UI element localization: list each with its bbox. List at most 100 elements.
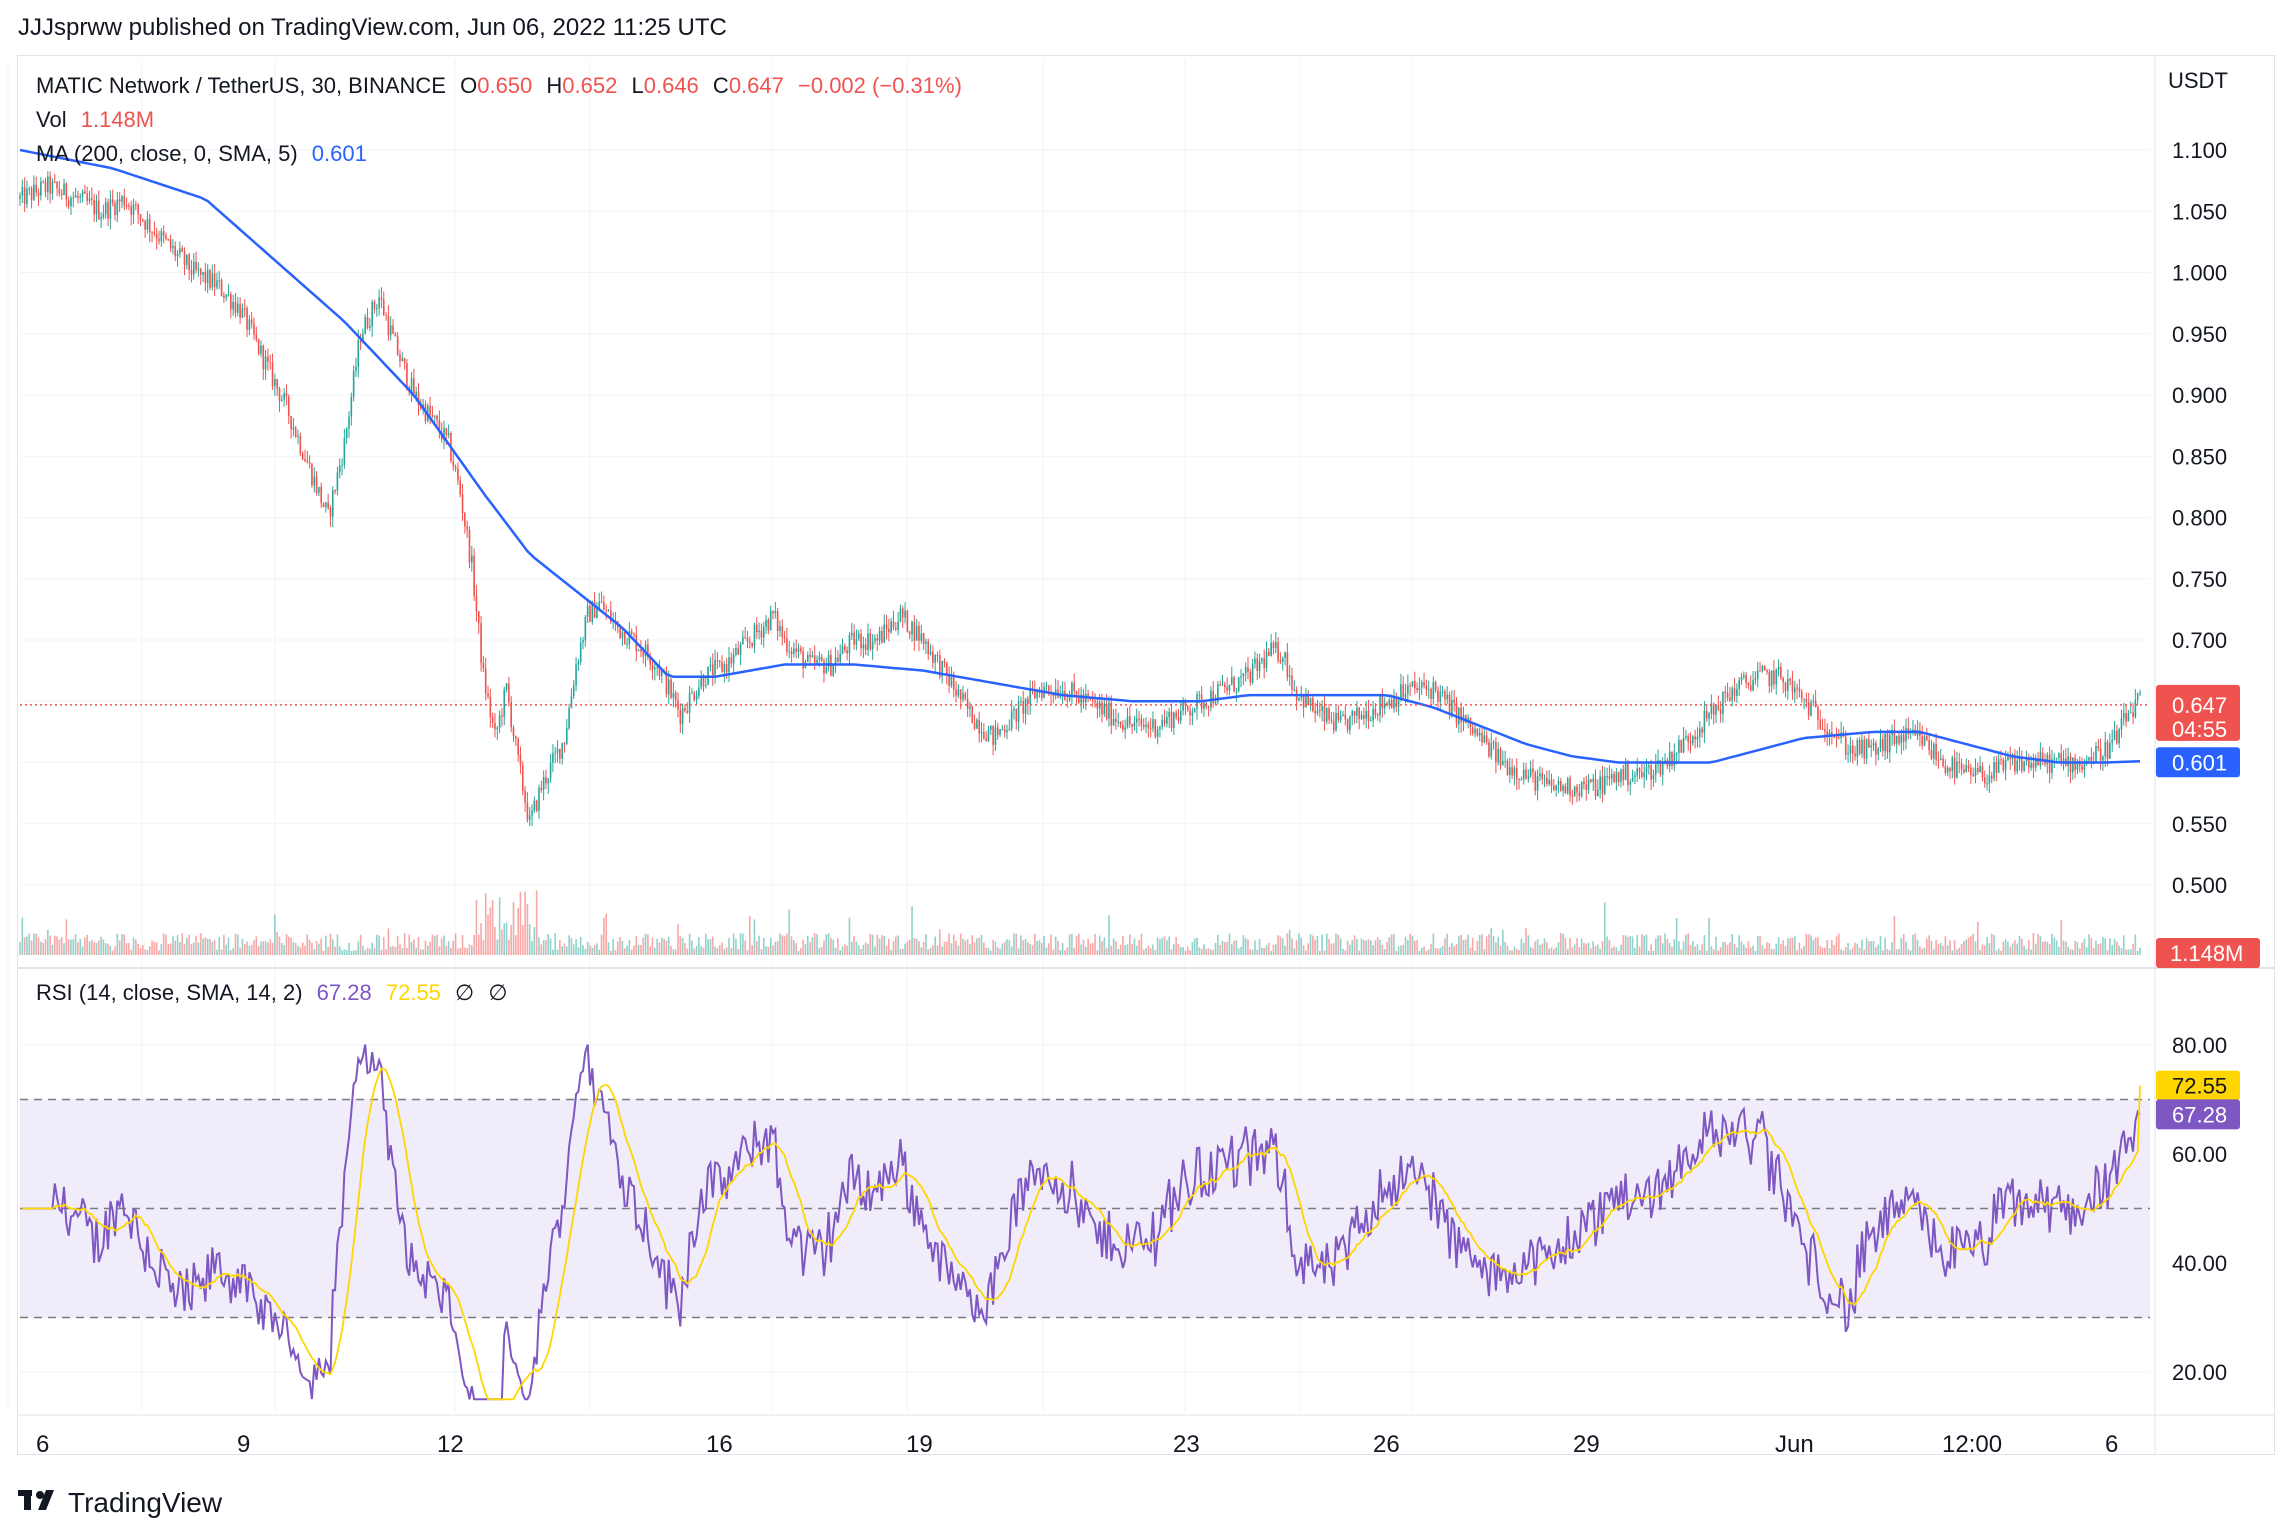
volume-bar: [1909, 950, 1912, 955]
rsi-label[interactable]: RSI (14, close, SMA, 14, 2): [36, 980, 303, 1005]
volume-bar: [667, 936, 670, 955]
volume-bar: [623, 948, 626, 955]
volume-bar: [1858, 947, 1861, 955]
volume-bar: [1052, 949, 1055, 955]
volume-bar: [250, 944, 253, 955]
volume-bar: [589, 944, 591, 955]
volume-bar: [144, 949, 146, 955]
candle-body: [570, 696, 573, 709]
volume-bar: [2053, 937, 2056, 955]
volume-bar: [612, 938, 614, 955]
candle-body: [97, 200, 100, 220]
candle-body: [1073, 682, 1076, 691]
volume-bar: [774, 941, 777, 955]
candle-body: [952, 677, 955, 690]
volume-bar: [1495, 942, 1497, 955]
volume-bar: [1942, 945, 1944, 955]
candle-body: [2062, 758, 2065, 763]
volume-bar: [1434, 947, 1437, 955]
candle-body: [2099, 748, 2102, 761]
candle-body: [1812, 700, 1815, 703]
candle-body: [40, 181, 42, 196]
volume-bar: [1170, 949, 1173, 955]
volume-bar: [1068, 934, 1071, 955]
volume-bar: [1803, 946, 1805, 955]
ma200-line[interactable]: [19, 148, 2141, 764]
candle-body: [1198, 694, 1201, 696]
volume-bar: [496, 939, 499, 955]
candle-body: [1849, 745, 1852, 754]
candle-body: [213, 273, 216, 288]
volume-bar: [1031, 945, 1034, 955]
candle-body: [1147, 724, 1150, 728]
footer-brand[interactable]: TradingView: [18, 1487, 222, 1519]
candle-body: [95, 200, 98, 215]
candle-body: [1404, 694, 1407, 698]
volume-bar: [1770, 948, 1773, 955]
volume-label[interactable]: Vol: [36, 107, 67, 132]
volume-bar: [213, 939, 216, 955]
symbol-name[interactable]: MATIC Network / TetherUS, 30, BINANCE: [36, 73, 446, 98]
volume-bar: [2111, 945, 2114, 955]
volume-bar: [1458, 936, 1460, 955]
candle-body: [1135, 718, 1138, 723]
candle-body: [28, 188, 31, 190]
candle-body: [864, 644, 867, 650]
candle-body: [1692, 736, 1694, 744]
candle-body: [1142, 724, 1145, 727]
candle-body: [723, 664, 726, 672]
candle-body: [1793, 687, 1796, 693]
candle-body: [959, 689, 962, 700]
candle-body: [626, 643, 628, 645]
candle-body: [299, 435, 302, 454]
candle-body: [232, 301, 234, 310]
candle-body: [325, 502, 327, 507]
candle-body: [1837, 737, 1840, 739]
volume-bar: [1182, 947, 1184, 955]
price-axis-tick: 0.800: [2172, 506, 2227, 531]
candle-body: [533, 800, 536, 811]
rsi-sma-line[interactable]: [22, 1067, 2141, 1401]
candle-body: [125, 205, 128, 207]
volume-bar: [306, 934, 309, 955]
candle-body: [1346, 719, 1349, 730]
candle-body: [74, 195, 77, 198]
candle-body: [607, 610, 610, 612]
volume-bar: [999, 948, 1001, 955]
volume-bar: [2092, 948, 2095, 955]
volume-bar: [841, 946, 844, 955]
rsi-empty-1: ∅: [455, 980, 475, 1005]
candle-body: [906, 610, 909, 632]
volume-bar: [811, 937, 814, 955]
candle-body: [1235, 690, 1238, 692]
volume-bar: [1791, 937, 1794, 955]
volume-bar: [1034, 933, 1036, 955]
candle-body: [1483, 735, 1486, 743]
volume-bar: [1870, 941, 1873, 955]
volume-bar: [2027, 939, 2030, 955]
candle-body: [904, 610, 906, 618]
rsi-line[interactable]: [22, 1044, 2141, 1401]
candle-body: [2014, 754, 2016, 772]
candle-body: [262, 345, 265, 370]
volume-bar: [1828, 948, 1831, 955]
volume-bar: [885, 945, 888, 955]
candle-body: [413, 378, 415, 397]
candle-body: [1599, 776, 1601, 790]
volume-bar: [1777, 937, 1780, 955]
candle-body: [1293, 689, 1296, 691]
ma-label[interactable]: MA (200, close, 0, SMA, 5): [36, 141, 298, 166]
volume-bar: [1186, 946, 1189, 955]
volume-bar: [269, 939, 272, 955]
candle-body: [978, 719, 981, 734]
ohlc-legend: MATIC Network / TetherUS, 30, BINANCE O0…: [36, 73, 970, 99]
candle-body: [1105, 703, 1108, 719]
volume-bar: [49, 935, 51, 955]
candle-body: [457, 468, 459, 481]
volume-bar: [825, 934, 828, 955]
volume-bar: [510, 925, 513, 955]
volume-bar: [1504, 942, 1506, 955]
volume-bar: [51, 944, 54, 955]
volume-bar: [545, 939, 547, 955]
